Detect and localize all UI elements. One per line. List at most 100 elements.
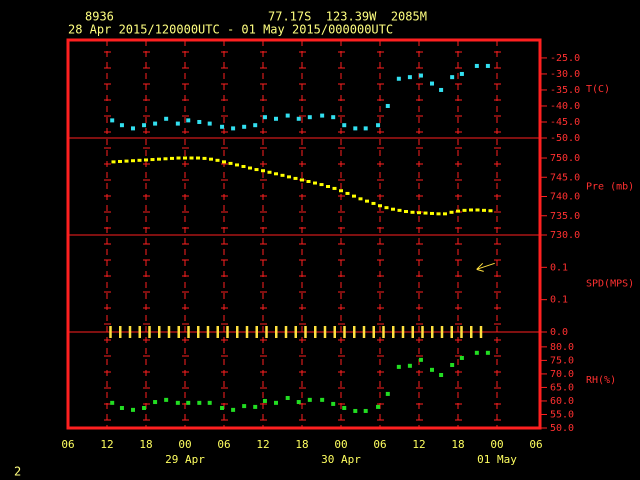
calm-wind-bar: [304, 326, 307, 338]
data-point: [202, 156, 207, 160]
data-point: [142, 405, 147, 410]
data-point: [430, 81, 434, 86]
x-tick-label: 06: [373, 438, 386, 451]
data-point: [153, 121, 158, 126]
data-point: [384, 206, 389, 210]
data-point: [363, 408, 368, 413]
data-point: [207, 400, 212, 405]
calm-wind-bar: [284, 326, 288, 338]
data-point: [164, 397, 169, 402]
data-point: [450, 362, 455, 367]
data-point: [197, 400, 202, 405]
date-label: 29 Apr: [165, 453, 205, 466]
calm-wind-bar: [421, 326, 424, 338]
data-point: [439, 372, 444, 377]
y-tick-label: 65.0: [550, 382, 574, 393]
data-point: [320, 113, 325, 118]
data-point: [439, 87, 444, 92]
data-point: [131, 407, 135, 412]
data-point: [397, 208, 402, 212]
calm-wind-bar: [343, 326, 346, 338]
data-point: [142, 123, 147, 128]
y-tick-label: -50.0: [550, 133, 580, 144]
data-point: [342, 405, 347, 410]
data-point: [306, 179, 311, 183]
calm-wind-bar: [353, 326, 356, 338]
data-point: [293, 176, 298, 180]
data-point: [175, 121, 180, 126]
x-tick-label: 06: [529, 438, 542, 451]
data-point: [186, 118, 191, 123]
axis-label: RH(%): [586, 375, 616, 386]
data-point: [157, 157, 161, 161]
data-point: [418, 73, 423, 78]
calm-wind-bar: [206, 326, 210, 338]
data-point: [153, 400, 158, 405]
plot-area: [109, 63, 495, 413]
calm-wind-bar: [333, 326, 336, 338]
data-point: [215, 158, 220, 162]
data-point: [118, 159, 122, 163]
x-tick-label: 12: [100, 438, 113, 451]
axis-label: SPD(MPS): [586, 279, 634, 290]
calm-wind-bar: [226, 326, 229, 338]
data-point: [235, 163, 239, 167]
station-id: 8936: [85, 10, 114, 24]
data-point: [196, 156, 200, 160]
y-tick-label: 745.0: [550, 172, 580, 183]
calm-wind-bar: [294, 326, 297, 338]
data-point: [307, 115, 312, 120]
data-point: [342, 123, 347, 128]
data-point: [345, 191, 350, 195]
calm-wind-bar: [216, 326, 219, 338]
calm-wind-bar: [255, 326, 258, 338]
y-tick-label: -25.0: [550, 53, 580, 64]
data-point: [417, 211, 421, 215]
data-point: [231, 126, 236, 131]
data-point: [164, 116, 169, 121]
data-point: [267, 170, 272, 174]
data-point: [385, 391, 390, 396]
calm-wind-bar: [323, 326, 327, 338]
calm-wind-bar: [440, 326, 444, 338]
calm-wind-bar: [128, 326, 132, 338]
data-point: [319, 183, 324, 187]
calm-wind-bar: [401, 326, 405, 338]
y-tick-label: 80.0: [550, 342, 574, 353]
data-point: [339, 189, 343, 193]
calm-wind-bar: [392, 326, 395, 338]
data-point: [274, 400, 278, 405]
data-point: [485, 63, 490, 68]
data-point: [189, 156, 194, 160]
data-point: [262, 115, 267, 120]
data-point: [407, 363, 412, 368]
y-tick-label: 0.1: [550, 295, 568, 306]
calm-wind-bar: [109, 326, 112, 338]
x-tick-label: 12: [256, 438, 269, 451]
y-tick-label: 750.0: [550, 153, 580, 164]
x-tick-label: 18: [451, 438, 464, 451]
data-point: [331, 401, 336, 406]
data-point: [253, 404, 258, 409]
calm-wind-bar: [158, 326, 161, 338]
data-point: [111, 160, 116, 164]
data-point: [326, 185, 330, 188]
data-point: [248, 166, 252, 170]
calm-wind-bar: [197, 326, 200, 338]
axis-label: T(C): [586, 84, 610, 95]
calm-wind-bar: [431, 326, 434, 338]
data-point: [449, 210, 454, 214]
y-tick-label: 740.0: [550, 192, 580, 203]
data-point: [358, 197, 363, 201]
x-tick-label: 00: [334, 438, 347, 451]
calm-wind-bar: [275, 326, 278, 338]
data-point: [423, 211, 428, 215]
data-point: [474, 63, 479, 68]
data-point: [170, 156, 174, 160]
data-point: [332, 186, 337, 190]
data-point: [385, 103, 390, 108]
y-tick-label: 730.0: [550, 230, 580, 241]
data-point: [450, 75, 455, 80]
data-point: [320, 397, 325, 402]
